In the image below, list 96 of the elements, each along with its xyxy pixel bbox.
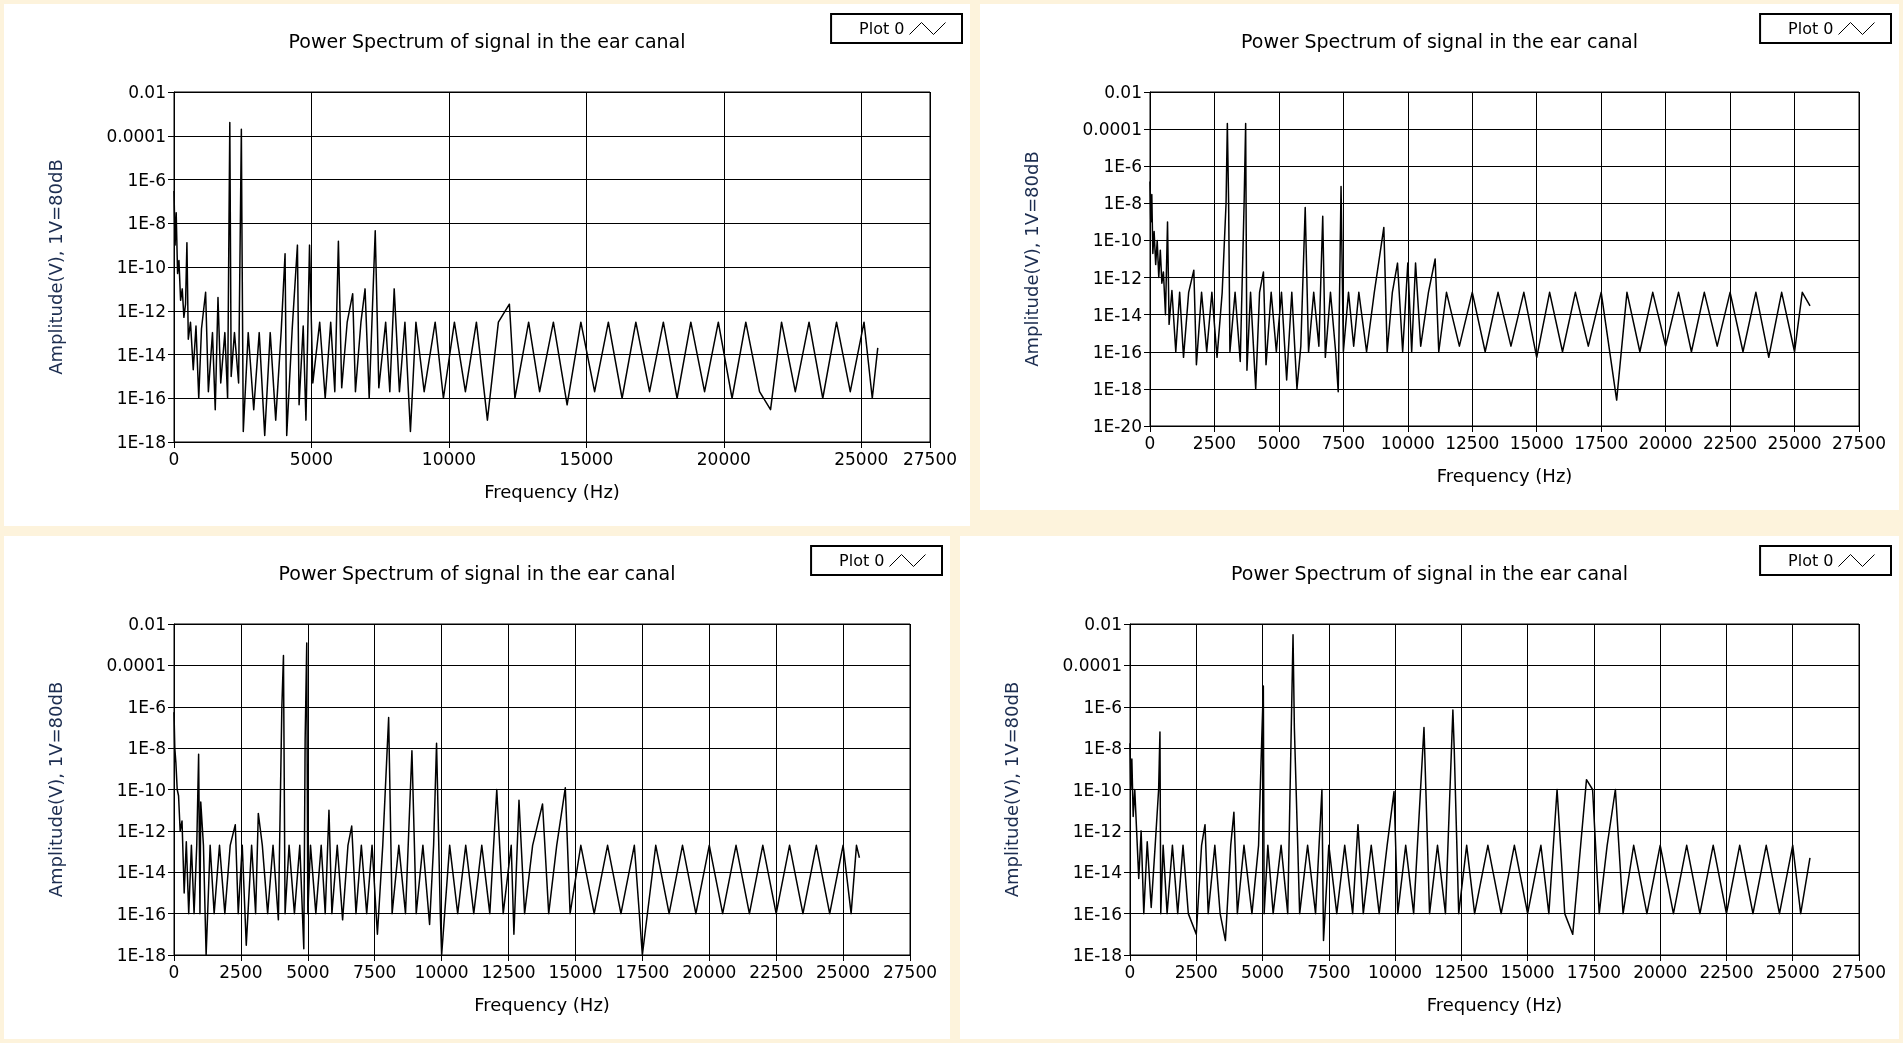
x-axis-title: Frequency (Hz) <box>484 480 620 502</box>
y-tick-label: 1E-18 <box>1072 945 1122 965</box>
x-tick-label: 17500 <box>1574 432 1629 453</box>
y-tick-label: 1E-6 <box>1103 156 1142 177</box>
y-tick-label: 1E-12 <box>1072 820 1122 841</box>
y-tick-label: 1E-6 <box>127 169 166 190</box>
y-tick-label: 0.01 <box>128 82 166 102</box>
y-tick-label: 1E-10 <box>116 779 166 800</box>
y-tick-label: 0.0001 <box>106 125 166 146</box>
y-tick-label: 1E-14 <box>1072 862 1122 883</box>
x-tick-label: 22500 <box>1703 432 1758 453</box>
x-axis-title: Frequency (Hz) <box>1436 464 1573 486</box>
y-tick-label: 1E-18 <box>116 432 166 452</box>
x-tick-label: 10000 <box>1368 961 1423 982</box>
y-tick-label: 1E-16 <box>116 903 166 924</box>
x-tick-label: 17500 <box>615 961 670 982</box>
x-tick-label: 22500 <box>749 961 804 982</box>
y-tick-label: 1E-10 <box>1092 230 1142 251</box>
y-tick-label: 1E-14 <box>1092 304 1142 325</box>
y-tick-label: 0.01 <box>128 614 166 634</box>
x-tick-label: 0 <box>168 961 180 982</box>
y-tick-label: 0.0001 <box>106 655 166 676</box>
y-tick-label: 1E-18 <box>116 945 166 965</box>
y-tick-label: 1E-16 <box>116 388 166 409</box>
y-tick-label: 1E-12 <box>116 300 166 321</box>
x-tick-label: 27500 <box>902 448 958 469</box>
x-tick-label: 15000 <box>1500 961 1555 982</box>
x-tick-label: 10000 <box>414 961 469 982</box>
x-tick-label: 2500 <box>1192 432 1237 453</box>
x-tick-label: 27500 <box>1831 432 1887 453</box>
x-tick-label: 20000 <box>1638 432 1693 453</box>
x-tick-label: 5000 <box>289 448 334 469</box>
y-tick-label: 1E-18 <box>1092 378 1142 399</box>
y-tick-label: 1E-8 <box>127 738 166 759</box>
x-tick-label: 10000 <box>1380 432 1435 453</box>
x-tick-label: 0 <box>1124 961 1136 982</box>
chart-title: Power Spectrum of signal in the ear canal <box>1240 29 1639 52</box>
legend-label: Plot 0 <box>1788 551 1834 570</box>
x-tick-label: 10000 <box>421 448 476 469</box>
x-tick-label: 15000 <box>1509 432 1564 453</box>
y-tick-label: 0.0001 <box>1082 119 1142 140</box>
x-axis-title: Frequency (Hz) <box>1426 993 1563 1015</box>
legend-label: Plot 0 <box>859 19 905 38</box>
x-tick-label: 5000 <box>1257 432 1301 453</box>
y-tick-label: 1E-6 <box>127 696 166 717</box>
x-tick-label: 12500 <box>481 961 536 982</box>
y-tick-label: 1E-14 <box>116 344 166 365</box>
legend-label: Plot 0 <box>1788 19 1834 38</box>
chart-title: Power Spectrum of signal in the ear canal <box>288 29 686 52</box>
x-tick-label: 27500 <box>1831 961 1887 982</box>
x-tick-label: 25000 <box>1767 432 1822 453</box>
x-tick-label: 7500 <box>1321 432 1365 453</box>
y-tick-label: 1E-12 <box>1092 267 1142 288</box>
x-tick-label: 5000 <box>1240 961 1285 982</box>
y-tick-label: 1E-6 <box>1083 696 1122 717</box>
x-tick-label: 2500 <box>1174 961 1218 982</box>
y-tick-label: 0.01 <box>1104 82 1142 102</box>
x-axis-title: Frequency (Hz) <box>474 993 610 1015</box>
x-tick-label: 25000 <box>834 448 889 469</box>
y-tick-label: 1E-8 <box>127 213 166 234</box>
x-tick-label: 5000 <box>286 961 330 982</box>
x-tick-label: 20000 <box>682 961 737 982</box>
x-tick-label: 0 <box>1144 432 1156 453</box>
x-tick-label: 17500 <box>1566 961 1621 982</box>
x-tick-label: 7500 <box>1307 961 1351 982</box>
y-tick-label: 1E-16 <box>1072 903 1122 924</box>
legend-label: Plot 0 <box>839 551 885 570</box>
y-axis-title: Amplitude(V), 1V=80dB <box>44 159 66 375</box>
x-tick-label: 25000 <box>816 961 871 982</box>
chart-title: Power Spectrum of signal in the ear canal <box>1230 561 1629 584</box>
y-tick-label: 1E-8 <box>1103 193 1142 214</box>
x-tick-label: 27500 <box>882 961 938 982</box>
x-tick-label: 7500 <box>353 961 397 982</box>
y-tick-label: 0.0001 <box>1062 655 1122 676</box>
x-tick-label: 20000 <box>1633 961 1688 982</box>
y-tick-label: 1E-10 <box>1072 779 1122 800</box>
x-tick-label: 2500 <box>219 961 263 982</box>
x-tick-label: 15000 <box>548 961 603 982</box>
y-axis-title: Amplitude(V), 1V=80dB <box>1020 151 1042 367</box>
x-tick-label: 12500 <box>1434 961 1489 982</box>
y-tick-label: 1E-20 <box>1092 416 1142 436</box>
chart-title: Power Spectrum of signal in the ear canal <box>278 561 676 584</box>
x-tick-label: 22500 <box>1699 961 1754 982</box>
y-axis-title: Amplitude(V), 1V=80dB <box>1000 681 1022 898</box>
x-tick-label: 15000 <box>559 448 614 469</box>
x-tick-label: 20000 <box>696 448 751 469</box>
y-tick-label: 1E-10 <box>116 257 166 277</box>
y-tick-label: 0.01 <box>1084 614 1122 634</box>
y-tick-label: 1E-16 <box>1092 341 1142 362</box>
y-tick-label: 1E-14 <box>116 862 166 883</box>
x-tick-label: 25000 <box>1765 961 1820 982</box>
x-tick-label: 0 <box>168 448 180 469</box>
y-tick-label: 1E-8 <box>1083 738 1122 759</box>
y-axis-title: Amplitude(V), 1V=80dB <box>44 681 66 898</box>
y-tick-label: 1E-12 <box>116 820 166 841</box>
x-tick-label: 12500 <box>1445 432 1500 453</box>
